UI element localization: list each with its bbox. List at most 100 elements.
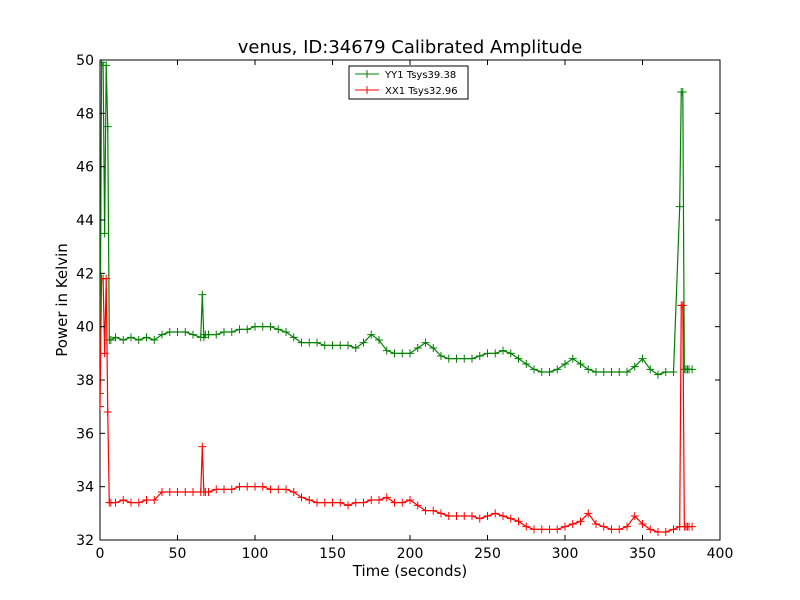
data-point-yy1 (134, 336, 143, 344)
data-point-xx1 (134, 498, 143, 507)
data-point-yy1 (111, 333, 120, 342)
data-point-xx1 (367, 496, 376, 504)
data-point-yy1 (522, 360, 531, 368)
data-point-xx1 (181, 488, 190, 496)
data-point-xx1 (576, 517, 585, 526)
data-point-yy1 (189, 330, 197, 339)
data-point-yy1 (468, 354, 476, 363)
data-point-xx1 (530, 525, 538, 534)
legend-label-xx1: XX1 Tsys32.96 (385, 86, 458, 97)
x-tick-label: 200 (397, 546, 424, 562)
data-point-yy1 (437, 352, 445, 360)
data-point-yy1 (204, 330, 213, 339)
data-point-xx1 (592, 520, 600, 528)
data-point-yy1 (630, 362, 639, 371)
data-point-xx1 (646, 525, 655, 534)
data-point-yy1 (568, 354, 577, 363)
data-point-yy1 (615, 368, 624, 376)
data-point-yy1 (646, 365, 655, 374)
legend-marker-yy1: + (362, 67, 372, 81)
data-point-yy1 (227, 328, 236, 336)
data-point-yy1 (100, 389, 104, 398)
data-point-xx1 (413, 501, 422, 510)
data-point-xx1 (274, 485, 283, 494)
data-point-yy1 (382, 346, 391, 355)
data-point-xx1 (514, 517, 523, 526)
data-point-yy1 (654, 370, 662, 379)
series-layer (100, 60, 697, 536)
data-point-xx1 (127, 498, 135, 507)
data-point-xx1 (437, 509, 445, 518)
x-tick-label: 400 (707, 546, 734, 562)
data-point-yy1 (661, 368, 670, 376)
legend-label-yy1: YY1 Tsys39.38 (384, 70, 456, 81)
data-point-xx1 (390, 498, 399, 507)
data-point-yy1 (545, 368, 554, 376)
data-point-xx1 (499, 512, 507, 520)
data-point-yy1 (475, 352, 484, 360)
data-point-xx1 (328, 498, 337, 507)
data-point-yy1 (320, 341, 329, 350)
data-point-yy1 (142, 333, 151, 342)
data-point-xx1 (297, 493, 306, 502)
data-point-xx1 (251, 482, 259, 491)
data-point-yy1 (483, 349, 492, 358)
data-point-xx1 (198, 442, 207, 451)
y-tick-label: 36 (76, 426, 94, 442)
data-point-yy1 (181, 328, 190, 336)
data-point-xx1 (189, 488, 197, 496)
data-point-yy1 (328, 341, 337, 350)
data-point-xx1 (483, 512, 492, 520)
data-point-yy1 (499, 346, 507, 355)
x-tick-label: 150 (319, 546, 346, 562)
legend-entry-xx1: + XX1 Tsys32.96 (355, 83, 458, 97)
data-point-yy1 (198, 290, 207, 299)
y-tick-label: 48 (76, 106, 94, 122)
data-point-xx1 (678, 301, 687, 310)
data-point-xx1 (421, 506, 430, 515)
y-tick-label: 46 (76, 160, 94, 176)
data-point-xx1 (142, 496, 151, 504)
data-point-yy1 (313, 338, 321, 347)
data-point-yy1 (150, 336, 159, 344)
data-point-yy1 (235, 325, 244, 334)
plot-frame (99, 59, 721, 541)
y-tick-label: 42 (76, 266, 94, 282)
data-point-xx1 (320, 498, 329, 507)
data-point-yy1 (607, 368, 616, 376)
data-point-yy1 (444, 354, 453, 363)
y-tick-label: 40 (76, 320, 94, 336)
y-tick-label: 32 (76, 533, 94, 549)
data-point-xx1 (235, 482, 244, 491)
legend-entry-yy1: + YY1 Tsys39.38 (355, 67, 456, 81)
data-point-xx1 (468, 512, 476, 520)
data-point-xx1 (506, 514, 515, 523)
y-tick-label: 44 (76, 213, 94, 229)
data-point-yy1 (599, 368, 608, 376)
x-tick-label: 250 (474, 546, 501, 562)
data-point-xx1 (623, 522, 631, 531)
data-point-yy1 (100, 229, 109, 238)
data-point-yy1 (103, 122, 112, 131)
data-point-xx1 (491, 509, 500, 518)
data-point-xx1 (103, 408, 112, 416)
y-tick-label: 50 (76, 53, 94, 69)
data-point-yy1 (258, 322, 267, 331)
data-point-xx1 (220, 485, 228, 494)
data-point-xx1 (630, 512, 639, 520)
data-point-yy1 (413, 344, 422, 352)
data-point-yy1 (678, 88, 687, 96)
data-point-xx1 (688, 522, 697, 531)
data-point-xx1 (444, 512, 453, 520)
y-axis-label: Power in Kelvin (53, 243, 71, 357)
data-point-xx1 (375, 496, 383, 504)
data-point-xx1 (398, 498, 407, 507)
data-point-xx1 (173, 488, 182, 496)
data-point-xx1 (227, 485, 236, 494)
x-tick-label: 350 (629, 546, 656, 562)
data-point-yy1 (305, 338, 314, 347)
data-point-yy1 (592, 368, 600, 376)
data-point-yy1 (506, 349, 515, 358)
series-yy1 (100, 60, 697, 398)
